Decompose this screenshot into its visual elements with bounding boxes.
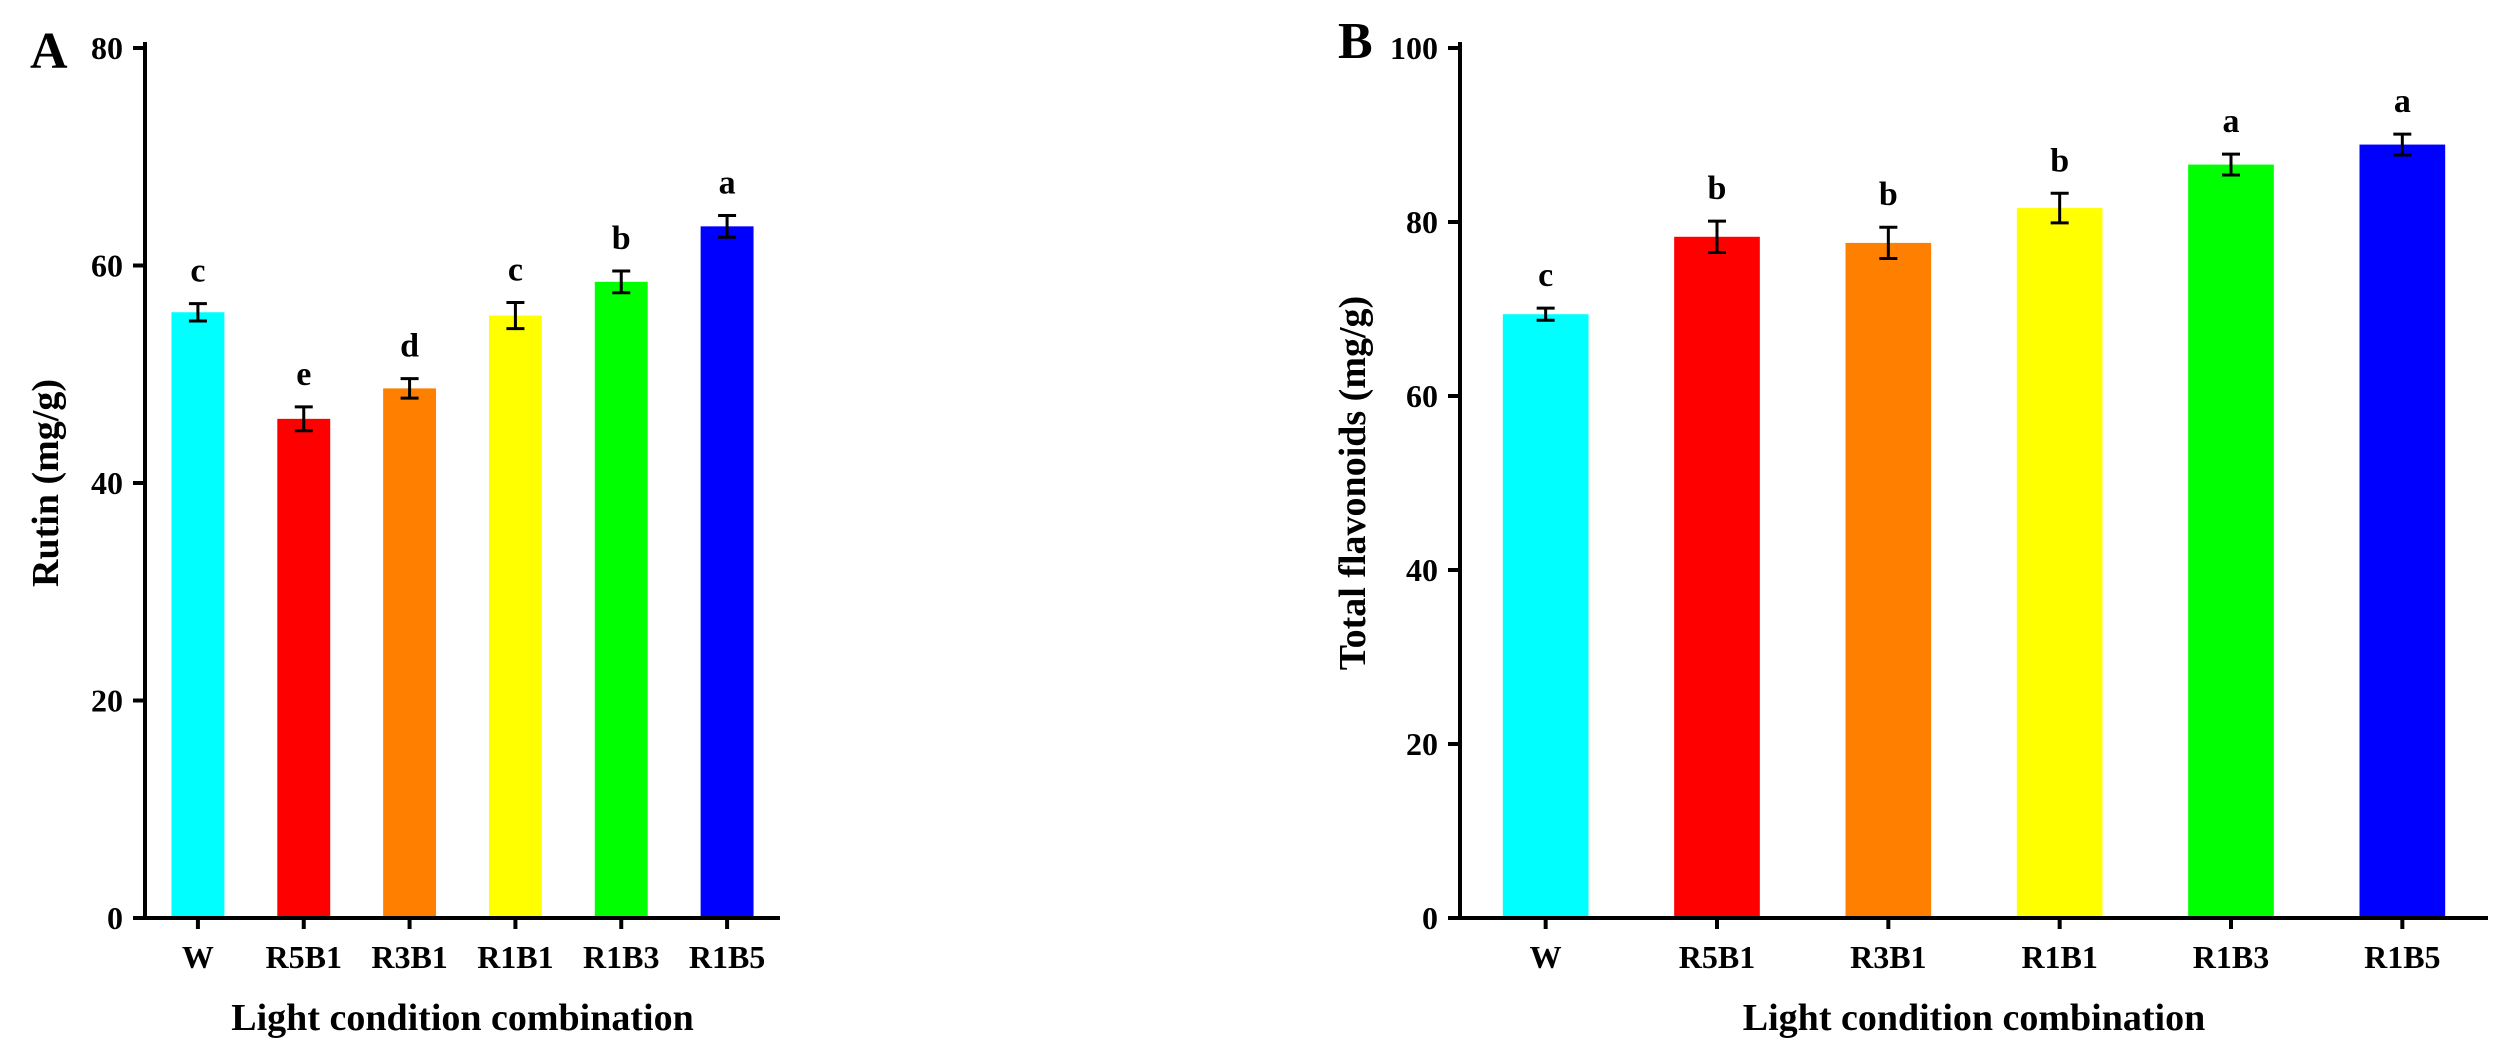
y-tick-label: 0 xyxy=(1422,900,1438,936)
y-tick-label: 100 xyxy=(1390,30,1438,66)
y-tick-label: 40 xyxy=(91,465,123,501)
x-tick-label: R1B5 xyxy=(689,939,765,975)
bar xyxy=(488,315,542,918)
y-tick-label: 20 xyxy=(1406,726,1438,762)
significance-label: b xyxy=(2050,142,2069,179)
x-axis-title: Light condition combination xyxy=(231,997,693,1039)
significance-label: e xyxy=(296,356,311,393)
y-tick-label: 80 xyxy=(1406,204,1438,240)
significance-label: c xyxy=(1538,257,1553,294)
significance-label: d xyxy=(400,328,419,365)
bar xyxy=(277,418,331,918)
bar xyxy=(171,312,225,918)
y-tick-label: 80 xyxy=(91,30,123,66)
x-tick-label: W xyxy=(182,939,214,975)
bar xyxy=(383,388,437,918)
x-tick-label: R3B1 xyxy=(371,939,447,975)
x-tick-label: R3B1 xyxy=(1850,939,1926,975)
chart-panel-b: Bc Wb R5B1 b R3B1 b R1B1 a R1B3 a R1B5 0 20 40 60 80 100… xyxy=(1332,13,2488,1039)
panel-letter: B xyxy=(1338,13,1373,70)
y-tick-label: 60 xyxy=(91,248,123,284)
bar xyxy=(700,226,754,919)
significance-label: c xyxy=(508,251,523,288)
chart-panel-a: Ac We R5B1 d R3B1 c R1B1 b R1B3 a R1B5 0 20 40 60 80 Lig… xyxy=(25,23,780,1039)
bar xyxy=(594,281,648,918)
bar xyxy=(2188,164,2274,918)
significance-label: a xyxy=(2223,103,2240,140)
y-tick-label: 60 xyxy=(1406,378,1438,414)
x-tick-label: R1B5 xyxy=(2364,939,2440,975)
bar xyxy=(1845,242,1932,918)
y-axis-title: Rutin (mg/g) xyxy=(25,379,67,587)
significance-label: b xyxy=(1708,170,1727,207)
panel-letter: A xyxy=(30,23,68,80)
bar xyxy=(1502,314,1589,919)
significance-label: a xyxy=(2394,83,2411,120)
bar xyxy=(2359,144,2446,918)
x-tick-label: R1B1 xyxy=(477,939,553,975)
x-axis-title: Light condition combination xyxy=(1743,997,2205,1039)
significance-label: b xyxy=(1879,176,1898,213)
bar xyxy=(2016,208,2103,918)
y-tick-label: 20 xyxy=(91,683,123,719)
x-tick-label: R5B1 xyxy=(1679,939,1755,975)
y-axis-title: Total flavonoids (mg/g) xyxy=(1332,296,1374,670)
x-tick-label: R1B3 xyxy=(583,939,659,975)
bar xyxy=(1674,236,1760,919)
y-tick-label: 0 xyxy=(107,900,123,936)
x-tick-label: W xyxy=(1530,939,1562,975)
x-tick-label: R5B1 xyxy=(266,939,342,975)
significance-label: b xyxy=(612,220,631,257)
significance-label: a xyxy=(719,164,736,201)
x-tick-label: R1B1 xyxy=(2021,939,2097,975)
y-tick-label: 40 xyxy=(1406,552,1438,588)
significance-label: c xyxy=(190,253,205,290)
x-tick-label: R1B3 xyxy=(2193,939,2269,975)
